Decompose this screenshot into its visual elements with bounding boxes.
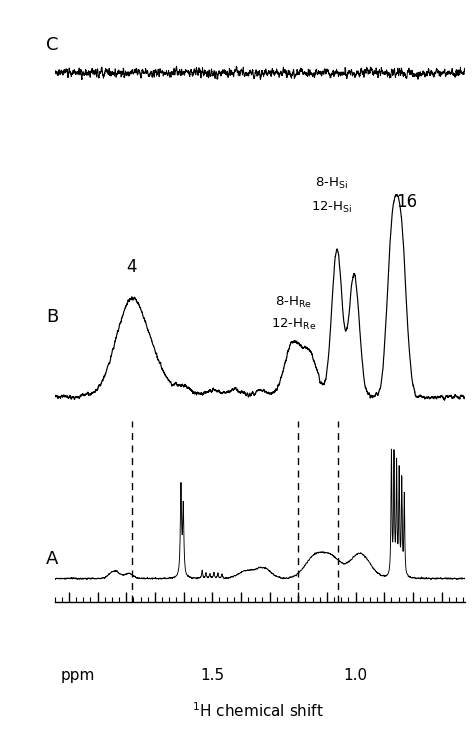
Text: 12-H$_{\mathregular{Si}}$: 12-H$_{\mathregular{Si}}$ — [310, 200, 352, 215]
Text: 8-H$_{\mathregular{Si}}$: 8-H$_{\mathregular{Si}}$ — [315, 176, 347, 191]
Text: A: A — [46, 550, 59, 569]
Text: 1.0: 1.0 — [344, 668, 368, 683]
Text: 12-H$_{\mathregular{Re}}$: 12-H$_{\mathregular{Re}}$ — [271, 317, 317, 332]
Text: 4: 4 — [127, 258, 137, 276]
Text: $^{1}$H chemical shift: $^{1}$H chemical shift — [192, 702, 324, 720]
Text: B: B — [46, 308, 59, 326]
Text: 16: 16 — [397, 193, 418, 211]
Text: 1.5: 1.5 — [200, 668, 224, 683]
Text: C: C — [46, 36, 59, 54]
Text: ppm: ppm — [60, 668, 95, 683]
Text: 8-H$_{\mathregular{Re}}$: 8-H$_{\mathregular{Re}}$ — [275, 295, 312, 310]
